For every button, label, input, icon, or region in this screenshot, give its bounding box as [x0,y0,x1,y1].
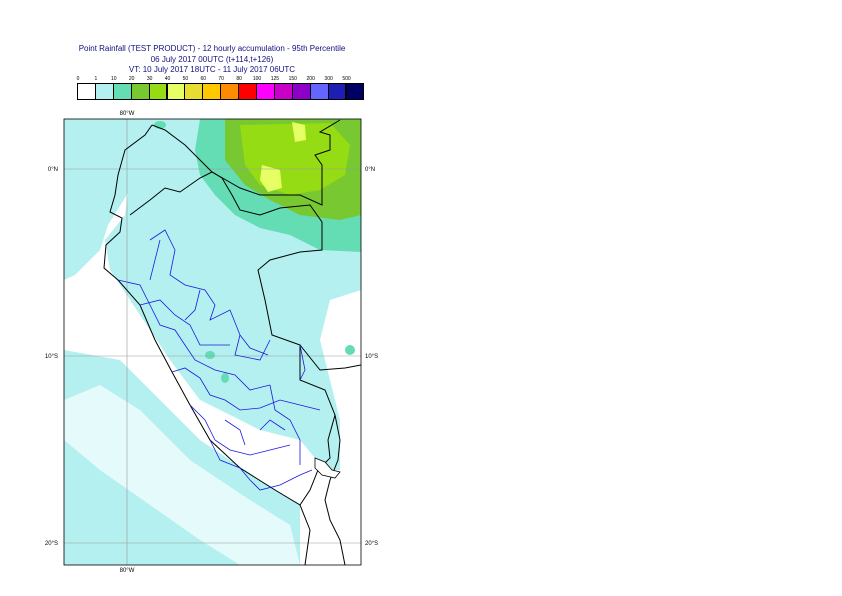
land-rain-spot [205,351,215,359]
legend-swatch [345,83,365,100]
ecuador-border [151,124,213,173]
legend-threshold-label: 0 [76,76,80,82]
lon-label-bottom: 80°W [120,568,135,574]
ocean-rain-north [64,119,160,280]
map-frame [63,118,362,566]
lat-label-right-0: 0°N [365,167,375,173]
peru-border [129,171,336,506]
lat-label-left-10: 10°S [45,354,58,360]
lake-titicaca [314,457,341,479]
land-rain-lightyellow [260,165,282,192]
valid-time: VT: 10 July 2017 18UTC - 11 July 2017 06… [128,65,296,74]
legend-threshold-label: 40 [164,76,171,82]
legend-threshold-label: 50 [182,76,189,82]
legend-threshold-label: 60 [200,76,207,82]
admin-boundaries [117,229,321,491]
legend-threshold-label: 100 [252,76,262,82]
legend-threshold-label: 500 [342,76,351,82]
legend-threshold-label: 20 [128,76,135,82]
land-rain-lightyellow-2 [292,122,306,142]
legend-threshold-label: 30 [146,76,153,82]
land-rain-spot [221,373,229,383]
colombia-brazil-border [211,119,341,206]
lat-label-left-0: 0°N [48,167,58,173]
legend-threshold-label: 200 [306,76,315,82]
lat-label-right-10: 10°S [365,354,378,360]
base-time: 06 July 2017 00UTC (t+114,t+126) [150,55,274,64]
legend-threshold-label: 125 [270,76,280,82]
lat-label-left-20: 20°S [45,541,58,547]
legend-threshold-label: 70 [218,76,224,82]
map-title: Point Rainfall (TEST PRODUCT) - 12 hourl… [78,44,346,53]
lon-label-top: 80°W [120,111,135,117]
land-rain-spot [345,345,355,355]
legend-threshold-label: 1 [94,76,98,82]
ocean-rain-south [64,385,300,565]
legend-threshold-label: 10 [111,76,117,82]
legend-threshold-label: 150 [288,76,297,82]
lat-label-right-20: 20°S [365,541,378,547]
bolivia-border [299,344,361,565]
legend-threshold-label: 80 [236,76,242,82]
legend-threshold-label: 300 [324,76,333,82]
